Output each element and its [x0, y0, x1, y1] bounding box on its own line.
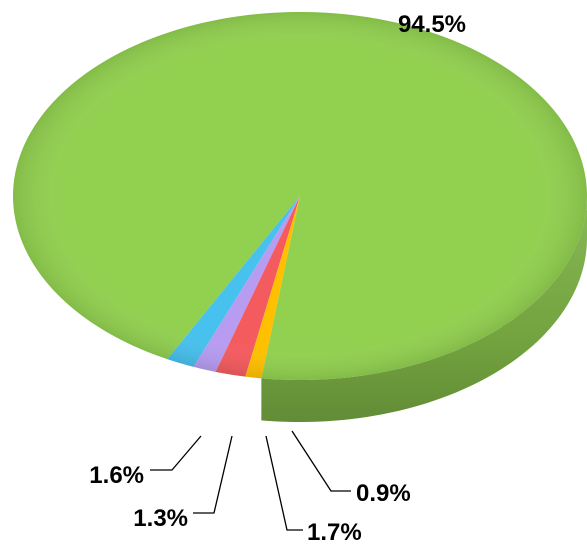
slice-label-94-5: 94.5%: [398, 11, 466, 38]
pie-top: [13, 12, 587, 380]
slice-label-1-7: 1.7%: [307, 519, 362, 546]
leader-line-1-7: [265, 435, 303, 531]
leader-lines: [150, 430, 351, 531]
slice-side-shade-94-5: [261, 196, 587, 422]
leader-line-0-9: [291, 430, 351, 492]
pie-side: [261, 196, 587, 422]
pie-top-rim-shade: [13, 12, 587, 380]
leader-line-1-6: [150, 435, 202, 471]
slice-label-1-6: 1.6%: [89, 462, 144, 489]
slice-label-1-3: 1.3%: [133, 505, 188, 532]
slice-label-0-9: 0.9%: [356, 480, 411, 507]
leader-line-1-3: [193, 435, 233, 514]
